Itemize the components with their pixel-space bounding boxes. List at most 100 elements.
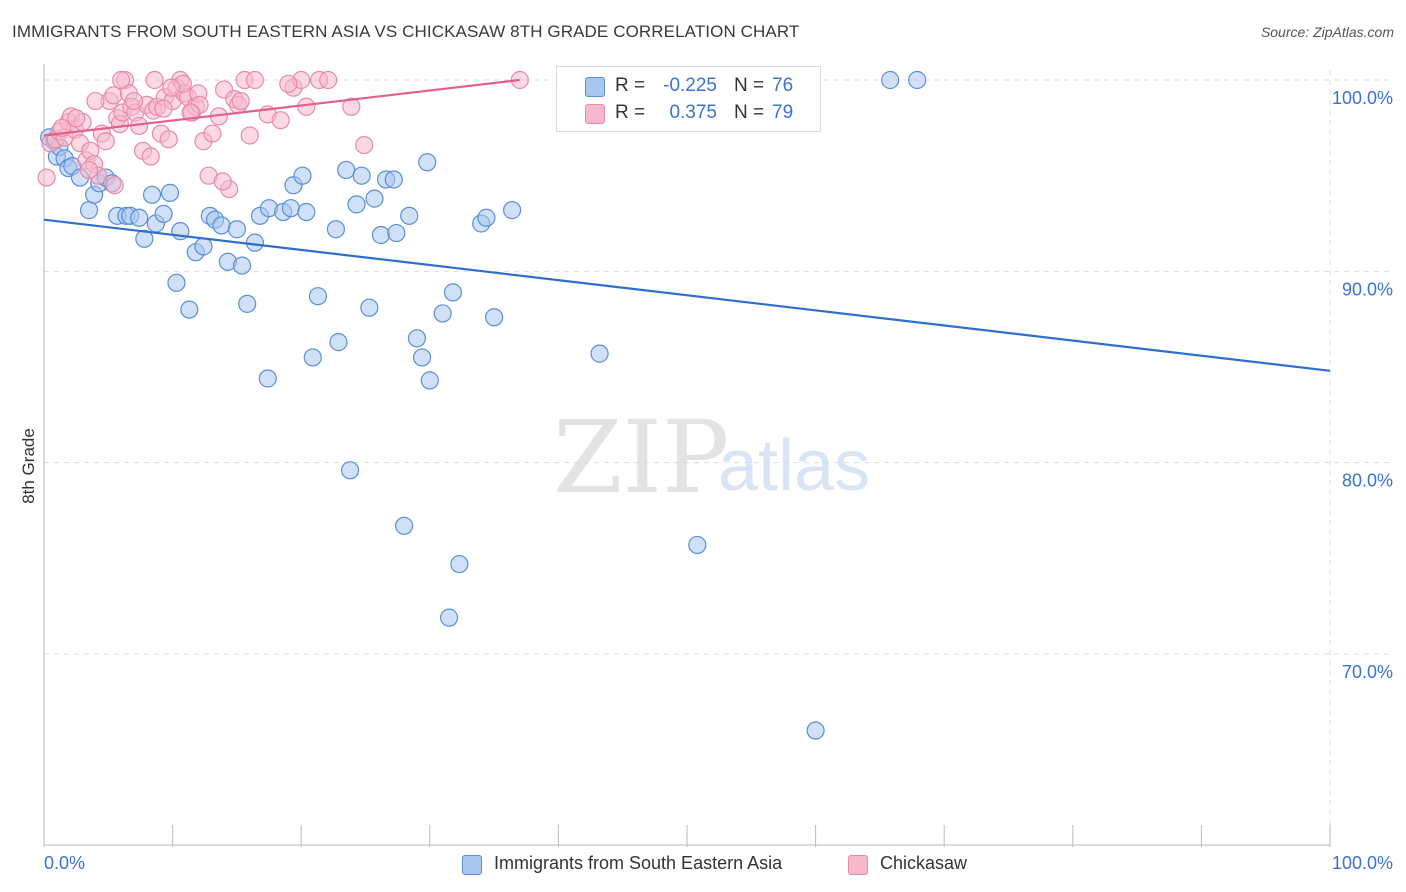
point-immigrants bbox=[412, 348, 432, 367]
point-immigrants bbox=[407, 329, 427, 348]
point-immigrants bbox=[329, 333, 348, 352]
point-immigrants bbox=[450, 554, 469, 574]
point-immigrants bbox=[365, 189, 384, 208]
point-immigrants bbox=[439, 608, 459, 627]
point-chickasaw bbox=[79, 160, 99, 180]
point-immigrants bbox=[418, 153, 437, 172]
n-label: N = bbox=[734, 75, 765, 96]
point-immigrants bbox=[326, 220, 346, 239]
n-value: 79 bbox=[772, 102, 794, 123]
point-chickasaw bbox=[86, 91, 105, 111]
point-chickasaw bbox=[141, 147, 160, 166]
stats-row-blue: R = -0.225 N = 76 bbox=[557, 74, 820, 100]
r-label: R = bbox=[615, 102, 646, 123]
point-chickasaw bbox=[240, 126, 259, 145]
point-immigrants bbox=[194, 237, 213, 256]
point-immigrants bbox=[806, 721, 825, 740]
point-immigrants bbox=[590, 344, 609, 363]
point-immigrants bbox=[303, 348, 322, 367]
pink-swatch bbox=[848, 855, 868, 875]
point-chickasaw bbox=[112, 70, 131, 90]
stats-legend: R = -0.225 N = 76 R = 0.375 N = 79 bbox=[556, 66, 821, 132]
point-chickasaw bbox=[271, 111, 290, 130]
point-immigrants bbox=[337, 160, 356, 180]
point-immigrants bbox=[180, 300, 199, 319]
point-immigrants bbox=[360, 298, 379, 317]
point-immigrants bbox=[400, 206, 419, 225]
point-chickasaw bbox=[231, 91, 250, 111]
r-value: -0.225 bbox=[663, 75, 717, 96]
trend-line-chickasaw bbox=[43, 78, 520, 137]
n-label: N = bbox=[734, 102, 765, 123]
blue-swatch bbox=[585, 77, 605, 97]
point-immigrants bbox=[371, 225, 391, 245]
point-chickasaw bbox=[96, 132, 115, 151]
point-chickasaw bbox=[213, 172, 232, 191]
y-tick-label: 100.0% bbox=[1332, 88, 1393, 108]
source-credit: Source: ZipAtlas.com bbox=[1260, 24, 1394, 40]
point-immigrants bbox=[212, 216, 231, 235]
point-chickasaw bbox=[181, 103, 200, 122]
point-immigrants bbox=[443, 283, 463, 302]
point-immigrants bbox=[238, 294, 257, 313]
data-points bbox=[37, 67, 927, 740]
legend-label: Chickasaw bbox=[880, 853, 968, 873]
y-tick-label: 80.0% bbox=[1342, 471, 1393, 491]
point-immigrants bbox=[420, 371, 439, 390]
point-immigrants bbox=[281, 199, 301, 218]
point-chickasaw bbox=[37, 168, 56, 187]
point-chickasaw bbox=[154, 99, 173, 118]
point-immigrants bbox=[433, 304, 452, 323]
blue-swatch bbox=[462, 855, 482, 875]
x-tick-label: 100.0% bbox=[1332, 853, 1393, 873]
point-chickasaw bbox=[105, 176, 124, 195]
r-label: R = bbox=[615, 75, 646, 96]
point-chickasaw bbox=[297, 97, 316, 116]
point-immigrants bbox=[227, 220, 246, 239]
point-immigrants bbox=[308, 287, 328, 306]
point-immigrants bbox=[485, 308, 504, 327]
point-chickasaw bbox=[355, 135, 374, 155]
point-chickasaw bbox=[279, 74, 298, 93]
point-immigrants bbox=[232, 256, 252, 275]
watermark-atlas: atlas bbox=[718, 426, 870, 506]
point-immigrants bbox=[154, 204, 173, 224]
n-value: 76 bbox=[772, 75, 794, 96]
trend-lines bbox=[43, 78, 1331, 372]
point-chickasaw bbox=[67, 109, 86, 128]
point-immigrants bbox=[384, 170, 403, 189]
y-tick-label: 90.0% bbox=[1342, 279, 1393, 299]
y-axis-label: 8th Grade bbox=[19, 428, 38, 504]
tick-labels: 100.0% 90.0% 80.0% 70.0% 0.0% 100.0% bbox=[44, 88, 1393, 873]
trend-line-immigrants bbox=[43, 218, 1331, 372]
point-immigrants bbox=[477, 208, 496, 227]
legend-label: Immigrants from South Eastern Asia bbox=[494, 853, 783, 873]
pink-swatch bbox=[585, 104, 605, 124]
point-immigrants bbox=[503, 201, 522, 220]
point-immigrants bbox=[297, 202, 316, 222]
point-immigrants bbox=[352, 166, 371, 185]
point-immigrants bbox=[394, 516, 414, 535]
point-immigrants bbox=[130, 208, 149, 227]
point-chickasaw bbox=[159, 130, 178, 149]
axes bbox=[43, 64, 1331, 847]
point-immigrants bbox=[908, 70, 927, 90]
point-immigrants bbox=[245, 233, 265, 252]
point-chickasaw bbox=[124, 91, 144, 111]
x-tick-label: 0.0% bbox=[44, 853, 85, 873]
point-chickasaw bbox=[319, 70, 338, 90]
point-immigrants bbox=[167, 273, 186, 292]
point-immigrants bbox=[387, 223, 406, 243]
point-immigrants bbox=[160, 183, 180, 202]
point-immigrants bbox=[340, 461, 360, 480]
y-tick-label: 70.0% bbox=[1342, 662, 1393, 682]
point-chickasaw bbox=[104, 86, 123, 105]
point-immigrants bbox=[258, 369, 277, 388]
point-immigrants bbox=[688, 535, 707, 555]
point-chickasaw bbox=[245, 70, 265, 90]
chart-title: IMMIGRANTS FROM SOUTH EASTERN ASIA VS CH… bbox=[12, 22, 800, 41]
stats-row-pink: R = 0.375 N = 79 bbox=[557, 101, 820, 127]
point-chickasaw bbox=[342, 97, 361, 116]
point-chickasaw bbox=[162, 78, 181, 97]
point-chickasaw bbox=[203, 124, 222, 143]
